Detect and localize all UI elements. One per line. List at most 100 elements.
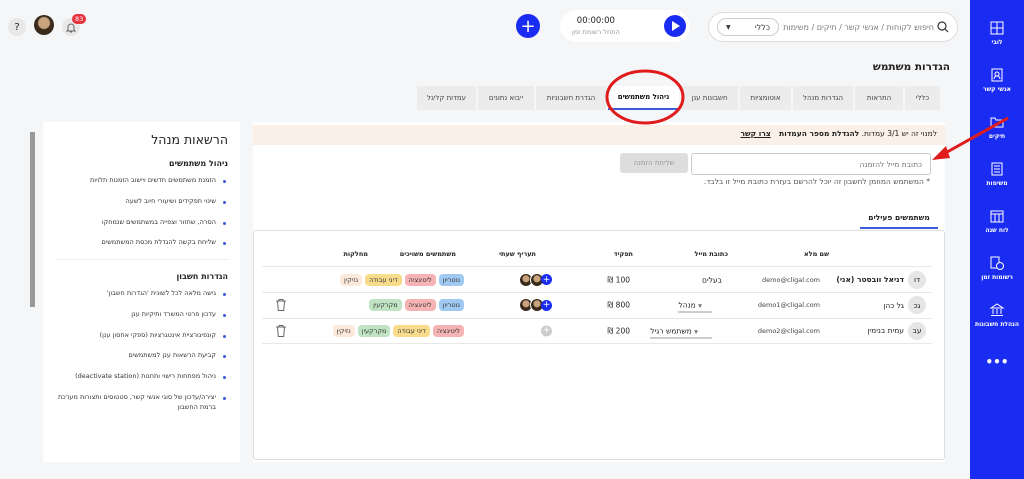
- banner-text: למנוי זה יש 3/1 עמדות.: [861, 129, 937, 138]
- trash-icon[interactable]: [276, 299, 286, 311]
- permission-item: שליחת בקשה להגדלת מכסת המשתמשים: [55, 238, 228, 248]
- chevron-down-icon: ▼: [726, 23, 731, 31]
- user-name-cell: עב עמית בנימין: [867, 321, 926, 340]
- permission-item: שינוי תפקידים ושיעורי חיוב לשעה: [55, 197, 228, 207]
- user-email: demo@cligal.com: [762, 275, 820, 284]
- sidebar-item-4[interactable]: לוח שנה: [970, 198, 1024, 243]
- hourly-rate: 200 ₪: [607, 326, 630, 335]
- user-name-cell: דו דניאל וובסטר (אני): [836, 270, 926, 289]
- scrollbar[interactable]: [30, 124, 35, 459]
- plus-icon: +: [520, 15, 536, 37]
- user-name: דניאל וובסטר (אני): [836, 275, 904, 284]
- assigned-users: +: [519, 272, 552, 287]
- invite-email-input[interactable]: [691, 153, 931, 175]
- tab-7[interactable]: ייבוא נתונים: [478, 86, 534, 110]
- sidebar-item-label: הנהלת חשבונות: [974, 320, 1020, 328]
- folder-icon: [990, 117, 1004, 127]
- avatar[interactable]: [34, 15, 54, 35]
- role-value: משתמש רגיל: [650, 326, 692, 335]
- tab-6[interactable]: הגדרת חשבוניות: [536, 86, 606, 110]
- table-header: שם מלא כתובת מייל תפקיד תעריף שעתי משתמשים מ…: [262, 241, 932, 267]
- tab-active-users[interactable]: משתמשים פעילים: [860, 207, 938, 229]
- time-records-icon: [990, 256, 1004, 270]
- users-table: [253, 230, 945, 460]
- add-assigned-user-button[interactable]: +: [541, 325, 552, 336]
- departments-cell: נוטריוןליטיגציהמקרקעין: [366, 299, 464, 311]
- add-assigned-user-button[interactable]: +: [541, 274, 552, 285]
- column-header: תעריף שעתי: [499, 249, 536, 258]
- contact-link[interactable]: צרו קשר: [740, 129, 771, 138]
- timer-value: 00:00:00: [576, 16, 615, 26]
- permissions-section-title: הגדרות חשבון: [176, 272, 228, 281]
- column-header: כתובת מייל: [694, 249, 728, 258]
- invite-note: * המשתמש המוזמן לחשבון זה יוכל להרשם בעז…: [703, 177, 930, 186]
- permission-item: עדכון פרטי המשרד ותיקיות ענן: [55, 310, 228, 320]
- permission-item: קונפיגורציית אינטגרציות (ספקי אחסון ענן): [55, 331, 228, 341]
- help-button[interactable]: ?: [8, 18, 26, 36]
- department-chip: נוטריון: [438, 273, 464, 286]
- play-icon: [671, 21, 680, 31]
- sidebar: לובי אנשי קשר תיקים משימות לוח שנה רשומות זמן…: [970, 0, 1024, 479]
- search-scope-select[interactable]: כללי ▼: [717, 18, 779, 36]
- sidebar-item-0[interactable]: לובי: [970, 10, 1024, 55]
- settings-tabs: כללי התראות הגדרות מנהל אוטומציות חשבונות ענ…: [417, 86, 940, 110]
- sidebar-item-1[interactable]: אנשי קשר: [970, 57, 1024, 102]
- permission-item: קביעת הרשאות ענן למשתמשים: [55, 351, 228, 361]
- departments-cell: נוטריוןליטיגציהדיני עבודהנזיקין: [337, 273, 464, 286]
- bell-icon: [66, 23, 76, 32]
- sidebar-item-3[interactable]: משימות: [970, 151, 1024, 196]
- tab-4[interactable]: חשבונות ענן: [681, 86, 738, 110]
- column-header: משתמשים משויכים: [399, 249, 456, 258]
- sidebar-item-label: תיקים: [988, 132, 1006, 140]
- banner-bold: להגדלת מספר העמדות: [779, 129, 860, 138]
- assigned-users: +: [519, 298, 552, 312]
- tab-1[interactable]: התראות: [855, 86, 903, 110]
- department-chip: ליטיגציה: [432, 324, 464, 337]
- table-row: גכ גל כהן demo1@cligal.com מנהל ▼ 800 ₪ +…: [262, 293, 932, 319]
- department-chip: נזיקין: [332, 324, 355, 337]
- timer-widget: 00:00:00 התחל רשומת זמן: [560, 10, 690, 42]
- search-scope-value: כללי: [754, 22, 770, 32]
- tab-5[interactable]: ניהול משתמשים: [608, 86, 679, 110]
- permission-item: ניהול מפתחות רישוי ותחנות (deactivate st…: [55, 372, 228, 382]
- role-select[interactable]: מנהל ▼: [678, 300, 712, 313]
- calendar-icon: [990, 210, 1004, 222]
- role-value: בעלים: [702, 275, 722, 284]
- bank-icon: [989, 302, 1005, 316]
- permission-item: יצירה/עדכון של סוגי אנשי קשר, סטטוסים ות…: [55, 393, 228, 413]
- column-header: מחלקות: [343, 249, 368, 258]
- scrollbar-thumb[interactable]: [30, 132, 35, 307]
- column-header: שם מלא: [803, 249, 829, 258]
- chevron-down-icon: ▼: [698, 303, 702, 310]
- sidebar-item-label: משימות: [986, 179, 1008, 187]
- role-select[interactable]: משתמש רגיל ▼: [650, 326, 712, 338]
- sidebar-more[interactable]: •••: [985, 354, 1009, 369]
- play-button[interactable]: [664, 15, 686, 37]
- permissions-panel: הרשאות מנהל ניהול משתמשים הזמנת משתמשים ח…: [43, 122, 240, 462]
- sidebar-item-2[interactable]: תיקים: [970, 104, 1024, 149]
- department-chip: דיני עבודה: [393, 324, 430, 337]
- tab-3[interactable]: אוטומציות: [740, 86, 791, 110]
- permission-item: הזמנת משתמשים חדשים ויישוב הזמנות תלויות: [55, 176, 228, 186]
- user-name: עמית בנימין: [867, 326, 904, 335]
- notification-badge: 83: [72, 14, 87, 24]
- search-bar[interactable]: חיפוש לקוחות / אנשי קשר / תיקים / משימות…: [708, 12, 958, 42]
- tab-8[interactable]: עמדות קליגל: [417, 86, 476, 110]
- trash-icon[interactable]: [276, 324, 286, 337]
- add-button[interactable]: +: [516, 14, 540, 38]
- tab-0[interactable]: כללי: [905, 86, 940, 110]
- sidebar-item-label: לובי: [991, 38, 1003, 46]
- sidebar-item-5[interactable]: רשומות זמן: [970, 245, 1024, 290]
- chevron-down-icon: ▼: [694, 329, 698, 335]
- sidebar-item-6[interactable]: הנהלת חשבונות: [970, 292, 1024, 337]
- search-input[interactable]: חיפוש לקוחות / אנשי קשר / תיקים / משימות: [783, 22, 934, 32]
- tab-2[interactable]: הגדרות מנהל: [793, 86, 853, 110]
- send-invite-button[interactable]: שליחת הזמנה: [620, 153, 688, 173]
- user-name-cell: גכ גל כהן: [883, 296, 926, 314]
- seats-banner: למנוי זה יש 3/1 עמדות. להגדלת מספר העמדו…: [253, 125, 945, 145]
- department-chip: מקרקעין: [369, 299, 402, 311]
- department-chip: דיני עבודה: [365, 273, 402, 286]
- department-chip: ליטיגציה: [404, 299, 436, 311]
- add-assigned-user-button[interactable]: +: [541, 299, 552, 311]
- timer-label: התחל רשומת זמן: [572, 28, 620, 36]
